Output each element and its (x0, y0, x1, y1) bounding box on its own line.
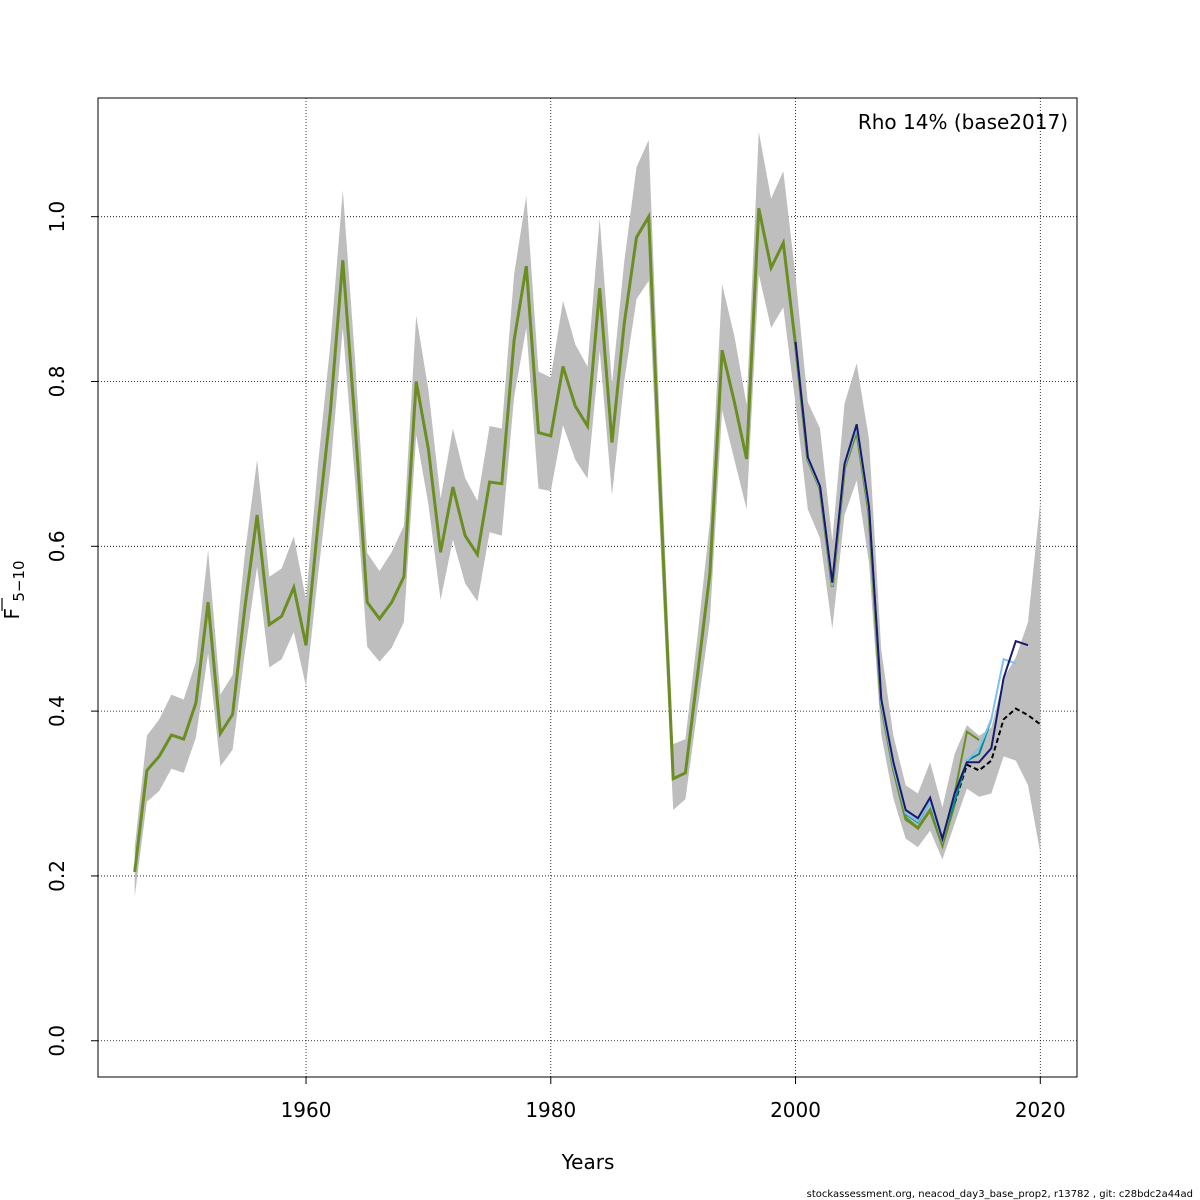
legend-label: Rho 14% (base2017) (858, 110, 1068, 134)
y-tick-label: 1.0 (45, 201, 69, 233)
y-tick-label: 0.2 (45, 860, 69, 892)
y-axis-title: F 5−10 (0, 560, 28, 619)
confidence-band (134, 131, 1041, 897)
y-tick-label: 0.0 (45, 1025, 69, 1057)
series-line-retro-2017 (794, 343, 1017, 845)
svg-text:F 5−10: F 5−10 (0, 560, 28, 619)
x-tick-label: 2020 (1015, 1098, 1066, 1122)
series-line-retro-2018 (794, 341, 1029, 843)
y-axis: 0.0 0.2 0.4 0.6 0.8 1.0 (45, 201, 99, 1057)
series-line-base2017 (133, 208, 1041, 872)
footer-source-text: stockassessment.org, neacod_day3_base_pr… (807, 1189, 1193, 1200)
y-tick-label: 0.4 (45, 695, 69, 727)
x-axis-title: Years (561, 1150, 615, 1174)
x-tick-label: 2000 (770, 1098, 821, 1122)
y-tick-label: 0.8 (45, 366, 69, 398)
y-tick-label: 0.6 (45, 530, 69, 562)
x-tick-label: 1980 (525, 1098, 576, 1122)
series-lines (133, 208, 1041, 872)
y-axis-title-main: F (0, 608, 24, 620)
x-axis: 1960 1980 2000 2020 (281, 1076, 1066, 1122)
x-tick-label: 1960 (281, 1098, 332, 1122)
y-axis-title-subscript: 5−10 (10, 560, 28, 601)
